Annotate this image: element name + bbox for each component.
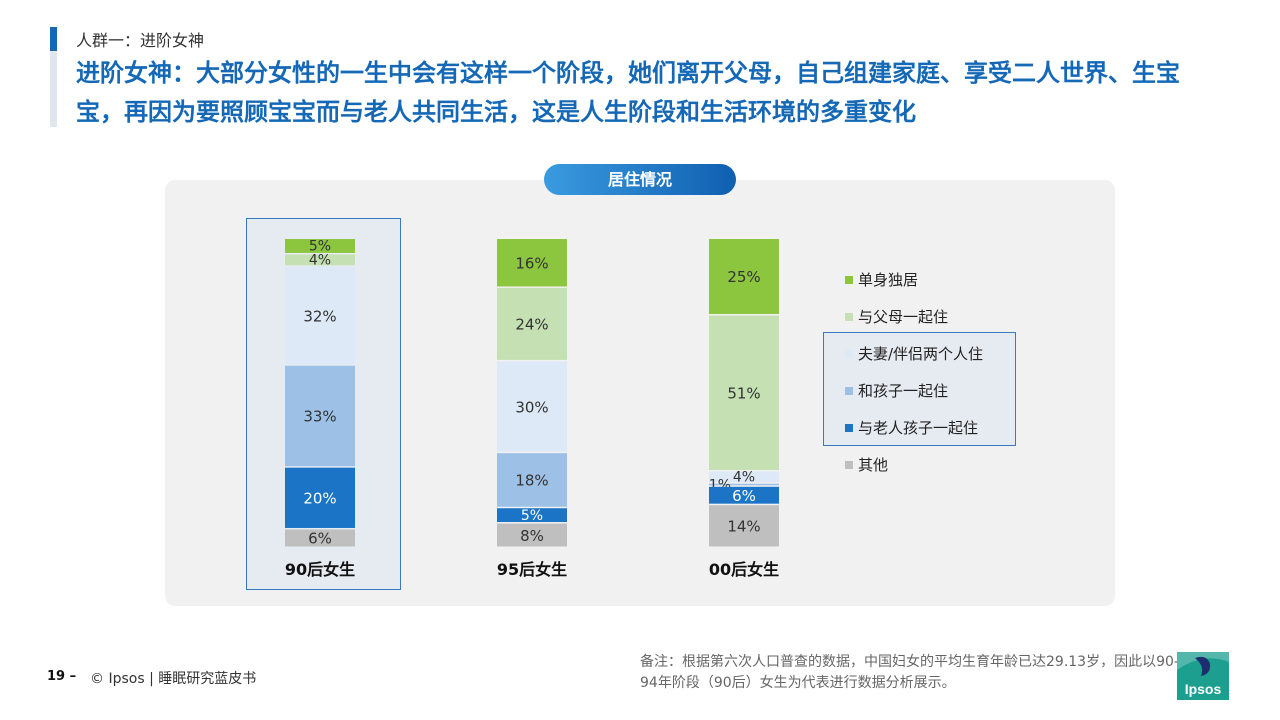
bar-value-label: 6% bbox=[732, 487, 756, 505]
legend-label: 与父母一起住 bbox=[858, 308, 949, 326]
legend-swatch bbox=[845, 276, 853, 284]
bar-value-label: 30% bbox=[515, 398, 548, 416]
bar-value-label: 5% bbox=[309, 239, 331, 255]
section-label: 人群一：进阶女神 bbox=[76, 31, 205, 50]
legend-swatch bbox=[845, 424, 853, 432]
page-number: 19 – bbox=[47, 669, 77, 684]
bar-value-label: 33% bbox=[303, 408, 336, 426]
page-headline: 进阶女神：大部分女性的一生中会有这样一个阶段，她们离开父母，自己组建家庭、享受二… bbox=[76, 59, 1180, 126]
legend-swatch bbox=[845, 461, 853, 469]
legend-label: 和孩子一起住 bbox=[858, 382, 949, 400]
category-label: 00后女生 bbox=[709, 560, 779, 579]
legend-item-couple: 夫妻/伴侣两个人住 bbox=[845, 343, 983, 363]
legend-label: 与老人孩子一起住 bbox=[858, 419, 979, 437]
bar-segment bbox=[709, 505, 779, 547]
bar-value-label: 25% bbox=[727, 268, 760, 286]
legend-swatch bbox=[845, 387, 853, 395]
legend-label: 单身独居 bbox=[858, 271, 919, 289]
bar-value-label: 20% bbox=[303, 490, 336, 508]
category-label: 95后女生 bbox=[497, 560, 567, 579]
category-label: 90后女生 bbox=[285, 560, 355, 579]
bar-segment bbox=[709, 239, 779, 314]
legend-highlight-box bbox=[823, 332, 1016, 446]
bar-segment bbox=[709, 315, 779, 471]
header-accent-bar bbox=[50, 27, 57, 127]
bar-segment bbox=[497, 361, 567, 452]
legend-item-parents: 与父母一起住 bbox=[845, 306, 948, 326]
bar-segment bbox=[285, 239, 355, 253]
bar-segment bbox=[709, 471, 779, 483]
bar-value-label: 18% bbox=[515, 472, 548, 490]
bar-segment bbox=[497, 239, 567, 287]
bar-segment bbox=[497, 523, 567, 547]
bar-value-label: 8% bbox=[520, 527, 544, 545]
chart-title-pill: 居住情况 bbox=[544, 164, 736, 195]
bar-value-label: 16% bbox=[515, 254, 548, 272]
bar-segment bbox=[497, 287, 567, 360]
bar-value-label: 4% bbox=[309, 253, 331, 269]
bar-value-label: 5% bbox=[521, 508, 543, 524]
bar-segment bbox=[285, 254, 355, 266]
bar-value-label: 4% bbox=[733, 470, 755, 486]
bar-segment bbox=[709, 486, 779, 504]
legend-swatch bbox=[845, 313, 853, 321]
legend-swatch bbox=[845, 350, 853, 358]
bar-value-label: 51% bbox=[727, 385, 760, 403]
bar-segment bbox=[285, 529, 355, 547]
accent-bar-rest bbox=[50, 51, 57, 127]
bar-segment bbox=[285, 365, 355, 467]
legend-item-elder-child: 与老人孩子一起住 bbox=[845, 417, 978, 437]
legend-item-other: 其他 bbox=[845, 454, 888, 474]
bar-segment bbox=[709, 483, 779, 486]
logo-wordmark: Ipsos bbox=[1185, 681, 1222, 697]
bar-value-label: 6% bbox=[308, 530, 332, 548]
ipsos-logo: Ipsos bbox=[1177, 652, 1229, 700]
footnote: 备注：根据第六次人口普查的数据，中国妇女的平均生育年龄已达29.13岁，因此以9… bbox=[640, 654, 1179, 691]
bar-value-label: 32% bbox=[303, 307, 336, 325]
bar-segment bbox=[285, 467, 355, 528]
legend-item-single: 单身独居 bbox=[845, 269, 918, 289]
legend-label: 夫妻/伴侣两个人住 bbox=[858, 345, 984, 363]
bar-segment bbox=[497, 508, 567, 523]
legend-label: 其他 bbox=[858, 456, 889, 474]
bar-segment bbox=[497, 453, 567, 507]
bar-value-label: 14% bbox=[727, 518, 760, 536]
bar-segment bbox=[285, 266, 355, 365]
accent-bar-top bbox=[50, 27, 57, 51]
legend-item-with-child: 和孩子一起住 bbox=[845, 380, 948, 400]
copyright-text: © Ipsos | 睡眠研究蓝皮书 bbox=[90, 671, 257, 687]
bar-value-label: 24% bbox=[515, 316, 548, 334]
